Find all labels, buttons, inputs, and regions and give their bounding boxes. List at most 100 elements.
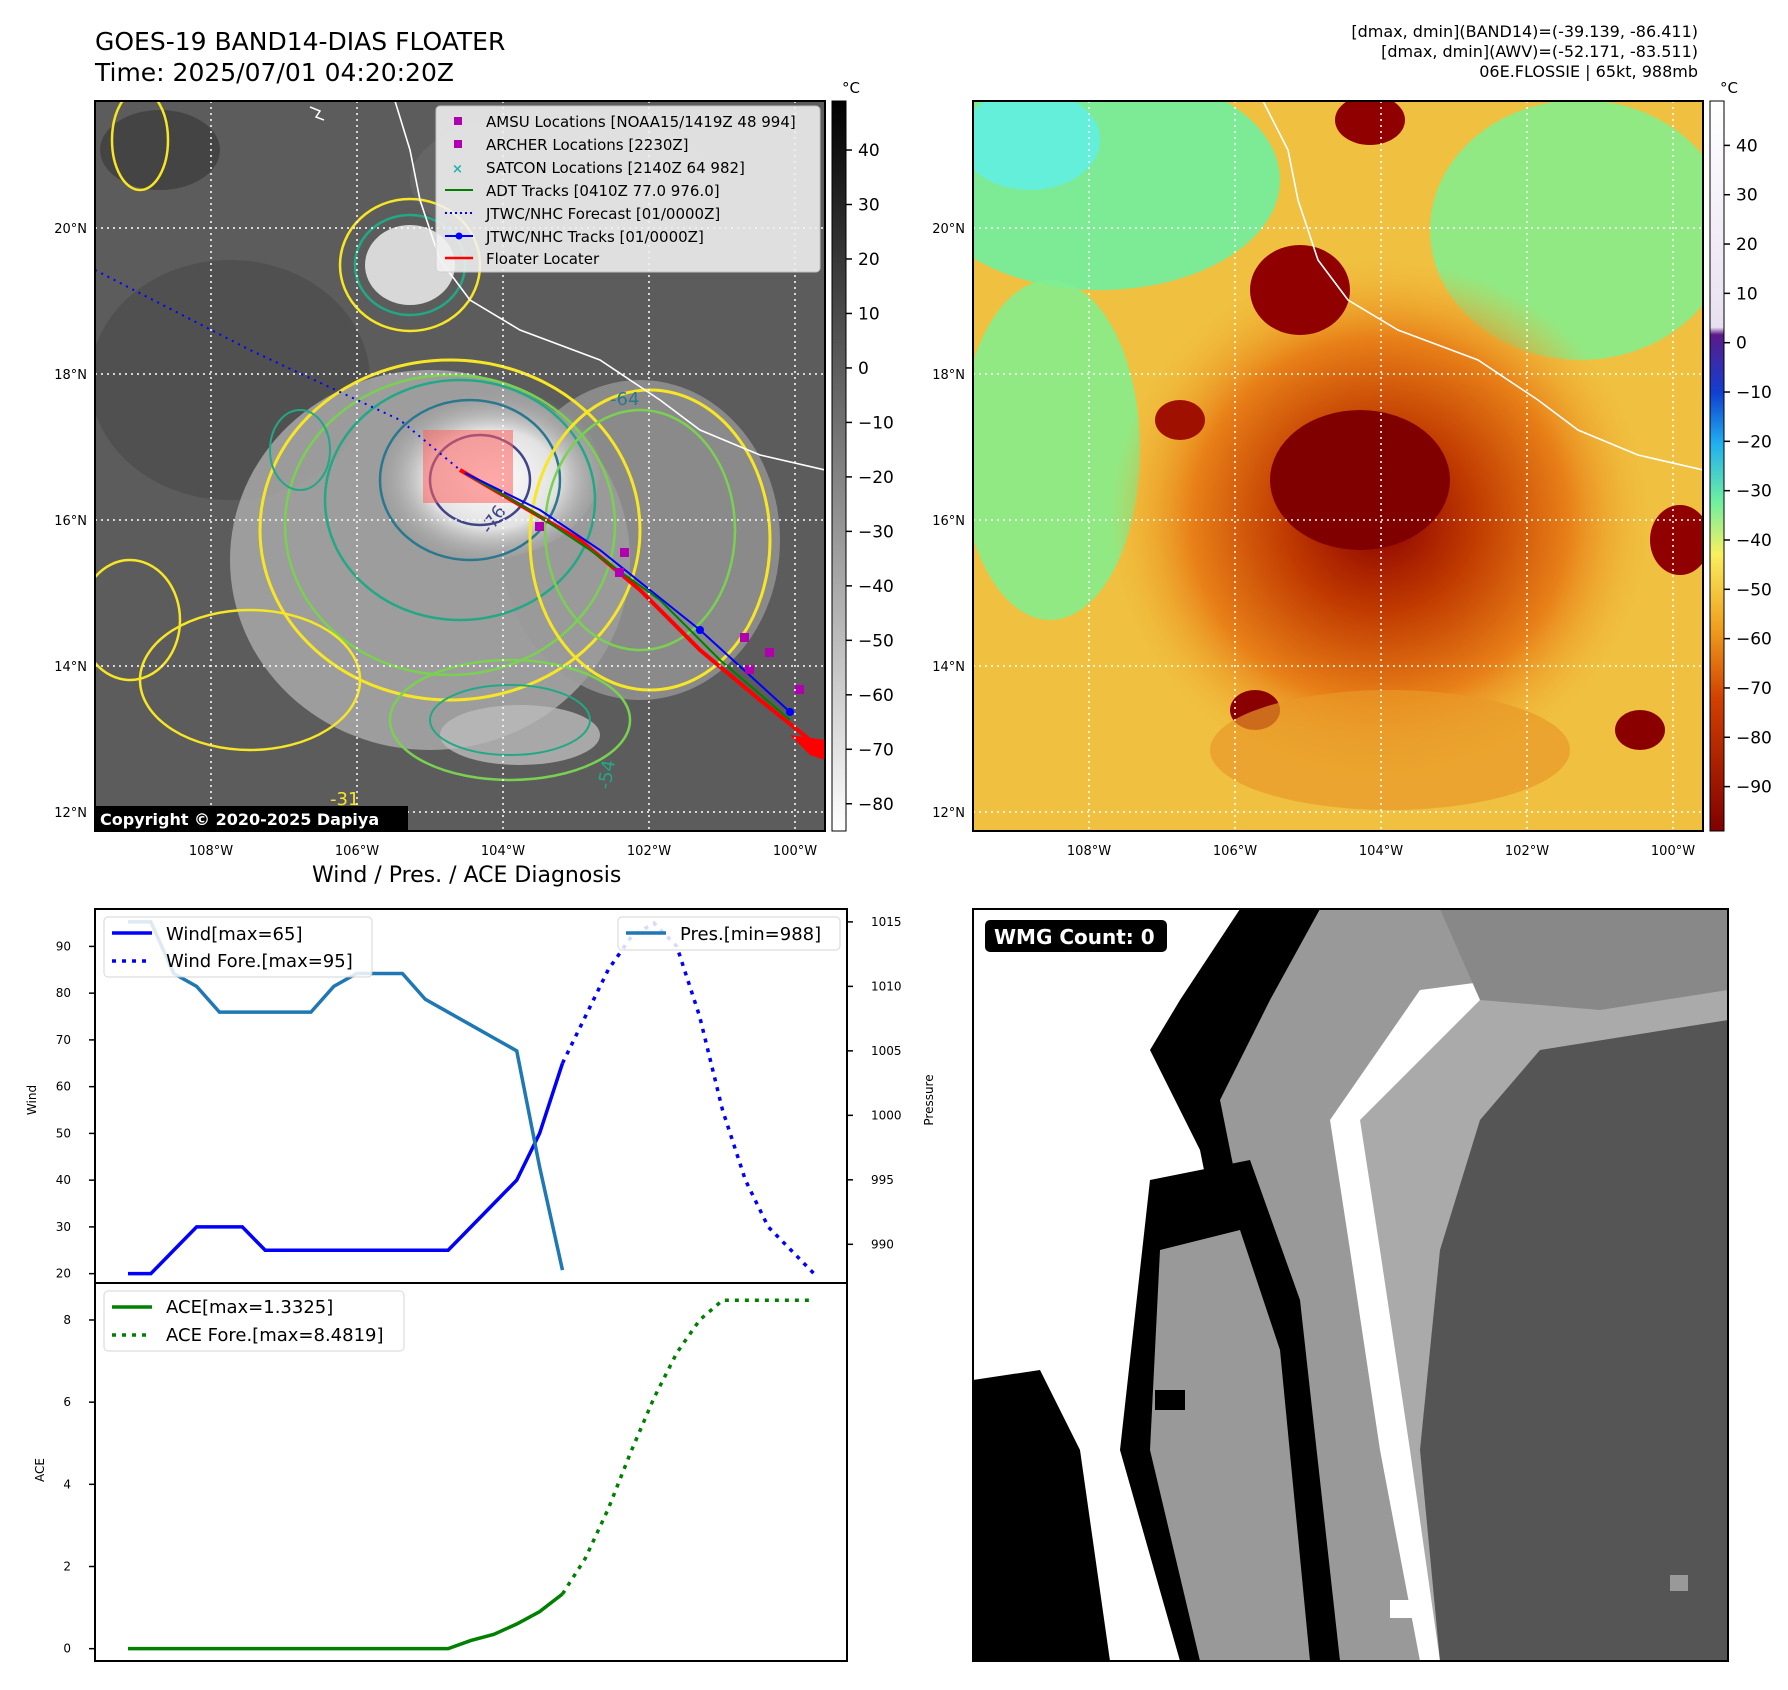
legend-label: SATCON Locations [2140Z 64 982]	[486, 159, 745, 177]
lon-tick-label: 102°W	[627, 844, 671, 859]
lat-tick-label: 12°N	[932, 806, 965, 821]
awv-cell	[1335, 101, 1405, 145]
contour-line	[528, 388, 772, 692]
ir-legend: AMSU Locations [NOAA15/1419Z 48 994] ARC…	[435, 105, 821, 273]
lon-tick-label: 108°W	[1067, 844, 1111, 859]
wind-tick-label: 30	[56, 1220, 71, 1234]
ace-tick-label: 2	[63, 1560, 71, 1574]
info-line-2: [dmax, dmin](AWV)=(-52.171, -83.511)	[1381, 42, 1698, 61]
contour-line	[269, 409, 331, 491]
lon-tick-label: 100°W	[1651, 844, 1695, 859]
wmg-frame	[972, 908, 1729, 1662]
legend-square-icon	[454, 117, 462, 125]
awv-colorbar-tick-label: −50	[1736, 580, 1772, 600]
ir-colorbar-unit: °C	[842, 79, 860, 97]
ir-colorbar-tick-label: 0	[858, 359, 869, 379]
lat-tick-label: 18°N	[932, 368, 965, 383]
awv-storm-core	[1270, 410, 1450, 550]
ir-colorbar-tick-label: 40	[858, 141, 880, 161]
copyright-box	[96, 806, 408, 832]
wind-series	[128, 920, 816, 1276]
legend-square-icon	[454, 140, 462, 148]
awv-colorbar-tick-label: −40	[1736, 531, 1772, 551]
ace-ticks: 0 2 4 6 8	[63, 1313, 95, 1656]
panel-title: GOES-19 BAND14-DIAS FLOATER Time: 2025/0…	[95, 26, 505, 88]
wind-tick-label: 60	[56, 1080, 71, 1094]
archer-marker	[620, 548, 629, 557]
legend-dot-icon	[455, 232, 463, 240]
contour-line	[323, 378, 597, 622]
ir-colorbar-tick-label: 30	[858, 196, 880, 216]
lon-tick-label: 102°W	[1505, 844, 1549, 859]
wmg-badge-text: WMG Count: 0	[994, 925, 1155, 949]
jtwc-track	[464, 472, 791, 713]
ir-panel: -76 -64 -54 -31	[95, 101, 825, 831]
ir-colorbar-tick-label: −80	[858, 795, 894, 815]
awv-cell	[1615, 710, 1665, 750]
contour-line	[378, 398, 562, 562]
amsu-marker	[535, 522, 544, 531]
wind-tick-label: 50	[56, 1126, 71, 1140]
wmg-pixel	[1670, 1575, 1688, 1591]
series-line	[128, 1592, 564, 1651]
pressure-tick-label: 995	[871, 1173, 894, 1187]
contour-line	[388, 658, 632, 782]
pressure-ylabel: Pressure	[922, 1074, 936, 1125]
ir-cloud-band	[440, 705, 600, 765]
wind-tick-label: 70	[56, 1033, 71, 1047]
contour-line	[283, 373, 617, 677]
ir-colorbar-tick-label: −70	[858, 740, 894, 760]
awv-colorbar-tick-label: 40	[1736, 136, 1758, 156]
wmg-pixel	[1155, 1390, 1185, 1410]
legend-label: AMSU Locations [NOAA15/1419Z 48 994]	[486, 113, 796, 131]
awv-cell	[1650, 505, 1703, 575]
wind-legend: Wind[max=65] Wind Fore.[max=95] Pres.[mi…	[103, 916, 841, 978]
ace-tick-label: 4	[63, 1477, 71, 1491]
awv-colorbar-tick-label: −30	[1736, 482, 1772, 502]
ir-colorbar-tick-label: 10	[858, 304, 880, 324]
coastline	[394, 101, 825, 471]
ir-colorbar-tick-label: −20	[858, 468, 894, 488]
lat-tick-label: 20°N	[932, 222, 965, 237]
forecast-track	[95, 269, 461, 471]
ir-frame	[94, 100, 826, 832]
legend-label: JTWC/NHC Tracks [01/0000Z]	[485, 228, 704, 246]
lat-tick-label: 14°N	[932, 660, 965, 675]
ace-chart: 0 2 4 6 8 ACE ACE[max=1.3325] ACE Fore.[max=…	[33, 1282, 848, 1662]
awv-colorbar-tick-label: 10	[1736, 284, 1758, 304]
wind-tick-label: 80	[56, 986, 71, 1000]
pressure-tick-label: 1000	[871, 1108, 902, 1122]
ir-colorbar	[831, 100, 847, 832]
awv-colorbar-tick-label: −80	[1736, 728, 1772, 748]
pressure-tick-label: 1005	[871, 1044, 902, 1058]
ace-tick-label: 6	[63, 1395, 71, 1409]
ir-colorbar-tick-label: −50	[858, 631, 894, 651]
legend-x-icon: ×	[452, 162, 463, 177]
awv-colorbar-tick-label: −60	[1736, 630, 1772, 650]
contour-line	[95, 558, 182, 682]
ir-colorbar-tick-label: −10	[858, 413, 894, 433]
legend-wind: Wind[max=65]	[166, 924, 303, 945]
info-line-3: 06E.FLOSSIE | 65kt, 988mb	[1479, 62, 1698, 81]
legend-wind-fore: Wind Fore.[max=95]	[166, 951, 353, 972]
contour-label: -64	[610, 389, 639, 410]
contour-line	[258, 358, 642, 702]
awv-colorbar-tick-label: −20	[1736, 432, 1772, 452]
awv-dry-region	[973, 280, 1140, 620]
legend-ace-fore: ACE Fore.[max=8.4819]	[166, 1325, 384, 1346]
coastline	[1262, 101, 1703, 471]
archer-marker	[615, 568, 624, 577]
lat-tick-label: 14°N	[54, 660, 87, 675]
map-tick-labels: 20°N 18°N 16°N 14°N 12°N 108°W 106°W 104°W 102°W…	[54, 222, 1695, 859]
series-line	[128, 920, 565, 1271]
archer-marker	[745, 665, 754, 674]
awv-panel	[973, 101, 1703, 831]
lat-tick-label: 18°N	[54, 368, 87, 383]
ir-convective-cell	[365, 225, 455, 305]
ace-ylabel: ACE	[33, 1458, 47, 1482]
copyright-text: Copyright © 2020-2025 Dapiya	[100, 810, 379, 829]
title-line-2: Time: 2025/07/01 04:20:20Z	[95, 58, 454, 87]
awv-colorbar-tick-label: 20	[1736, 235, 1758, 255]
diagnosis-title: Wind / Pres. / ACE Diagnosis	[312, 863, 622, 888]
awv-colorbar-tick-label: −70	[1736, 679, 1772, 699]
